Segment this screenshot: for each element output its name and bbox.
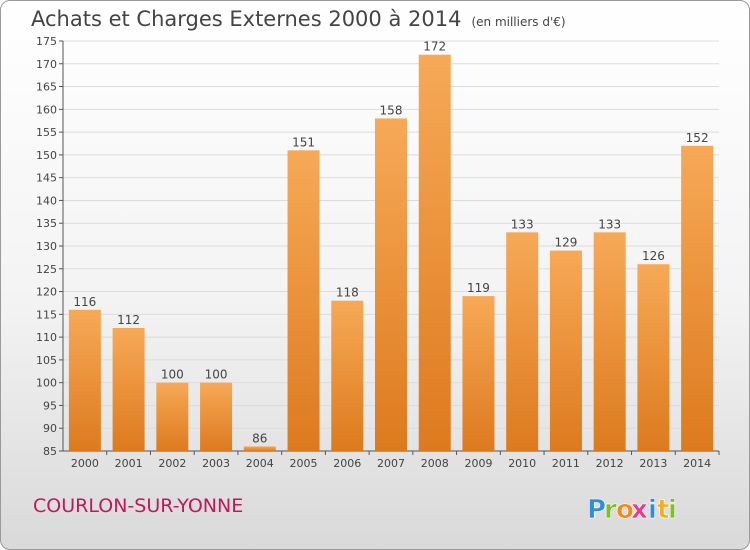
y-tick-label: 170: [36, 58, 57, 71]
y-tick-label: 105: [36, 354, 57, 367]
data-label: 118: [336, 286, 359, 300]
bar: [200, 382, 233, 451]
data-label: 126: [642, 249, 665, 263]
data-label: 151: [292, 135, 315, 149]
y-tick-label: 125: [36, 263, 57, 276]
y-tick-label: 115: [36, 308, 57, 321]
logo-letter: t: [657, 495, 669, 525]
data-label: 158: [380, 103, 403, 117]
y-tick-label: 165: [36, 81, 57, 94]
x-tick-label: 2009: [464, 457, 492, 470]
chart-title: Achats et Charges Externes 2000 à 2014 (e…: [31, 7, 566, 31]
logo-letter: i: [668, 495, 677, 525]
y-tick-label: 95: [43, 399, 57, 412]
data-label: 133: [511, 217, 534, 231]
x-tick-label: 2007: [377, 457, 405, 470]
y-tick-label: 155: [36, 126, 57, 139]
data-label: 86: [252, 431, 267, 445]
logo-letter: i: [648, 495, 657, 525]
bar-chart: 85 90 95 100 105 110 115 120 125 130 135 140 145 150 1…: [36, 35, 720, 470]
x-tick-label: 2003: [202, 457, 230, 470]
proxiti-logo: Pr ox i ti: [587, 495, 678, 526]
bar: [331, 300, 364, 451]
x-tick-label: 2010: [508, 457, 536, 470]
logo-letter: o: [616, 495, 634, 525]
x-tick-label: 2002: [158, 457, 186, 470]
bar: [637, 264, 670, 451]
data-label: 112: [117, 313, 140, 327]
x-tick-label: 2008: [421, 457, 449, 470]
data-label: 116: [73, 295, 96, 309]
bar: [243, 446, 276, 451]
city-name: COURLON-SUR-YONNE: [33, 495, 244, 517]
bar: [681, 145, 714, 451]
data-labels: 116 112 100 100 86 151 118 158 172 119 133 129 133 12…: [73, 40, 708, 446]
y-tick-label: 130: [36, 240, 57, 253]
y-tick-label: 100: [36, 377, 57, 390]
data-label: 119: [467, 281, 490, 295]
y-tick-label: 90: [43, 422, 57, 435]
bar: [375, 118, 407, 451]
data-label: 129: [554, 236, 577, 250]
bar: [68, 309, 101, 451]
bar: [418, 54, 451, 452]
title-unit: (en milliers d'€): [471, 15, 566, 29]
y-tick-label: 85: [43, 445, 57, 458]
x-tick-label: 2005: [290, 457, 318, 470]
x-tick-label: 2013: [639, 457, 667, 470]
y-tick-label: 120: [36, 286, 57, 299]
y-tick-label: 110: [36, 331, 57, 344]
title-text: Achats et Charges Externes 2000 à 2014: [31, 7, 462, 31]
bar: [549, 250, 582, 451]
x-tick-label: 2006: [333, 457, 361, 470]
y-tick-label: 145: [36, 172, 57, 185]
y-tick-label: 135: [36, 217, 57, 230]
x-tick-label: 2001: [115, 457, 143, 470]
logo-letter: P: [587, 495, 606, 525]
y-tick-label: 175: [36, 35, 57, 48]
bars: [68, 54, 714, 452]
bar: [593, 232, 626, 451]
bar: [287, 150, 320, 452]
x-tick-label: 2012: [596, 457, 624, 470]
logo-letter: x: [631, 495, 648, 525]
y-tick-label: 140: [36, 194, 57, 207]
data-label: 152: [686, 131, 709, 145]
x-tick-label: 2011: [552, 457, 580, 470]
data-label: 172: [423, 40, 446, 54]
data-label: 133: [598, 217, 621, 231]
bar: [506, 232, 539, 451]
y-tick-label: 150: [36, 149, 57, 162]
bar: [156, 382, 189, 451]
y-tick-label: 160: [36, 103, 57, 116]
bar: [112, 328, 145, 451]
data-label: 100: [205, 368, 228, 382]
axes: 85 90 95 100 105 110 115 120 125 130 135 140 145 150 1…: [36, 35, 720, 470]
x-tick-label: 2014: [683, 457, 711, 470]
bar: [462, 296, 495, 451]
data-label: 100: [161, 368, 184, 382]
x-tick-label: 2000: [71, 457, 99, 470]
x-tick-label: 2004: [246, 457, 274, 470]
logo-letter: r: [604, 495, 617, 525]
